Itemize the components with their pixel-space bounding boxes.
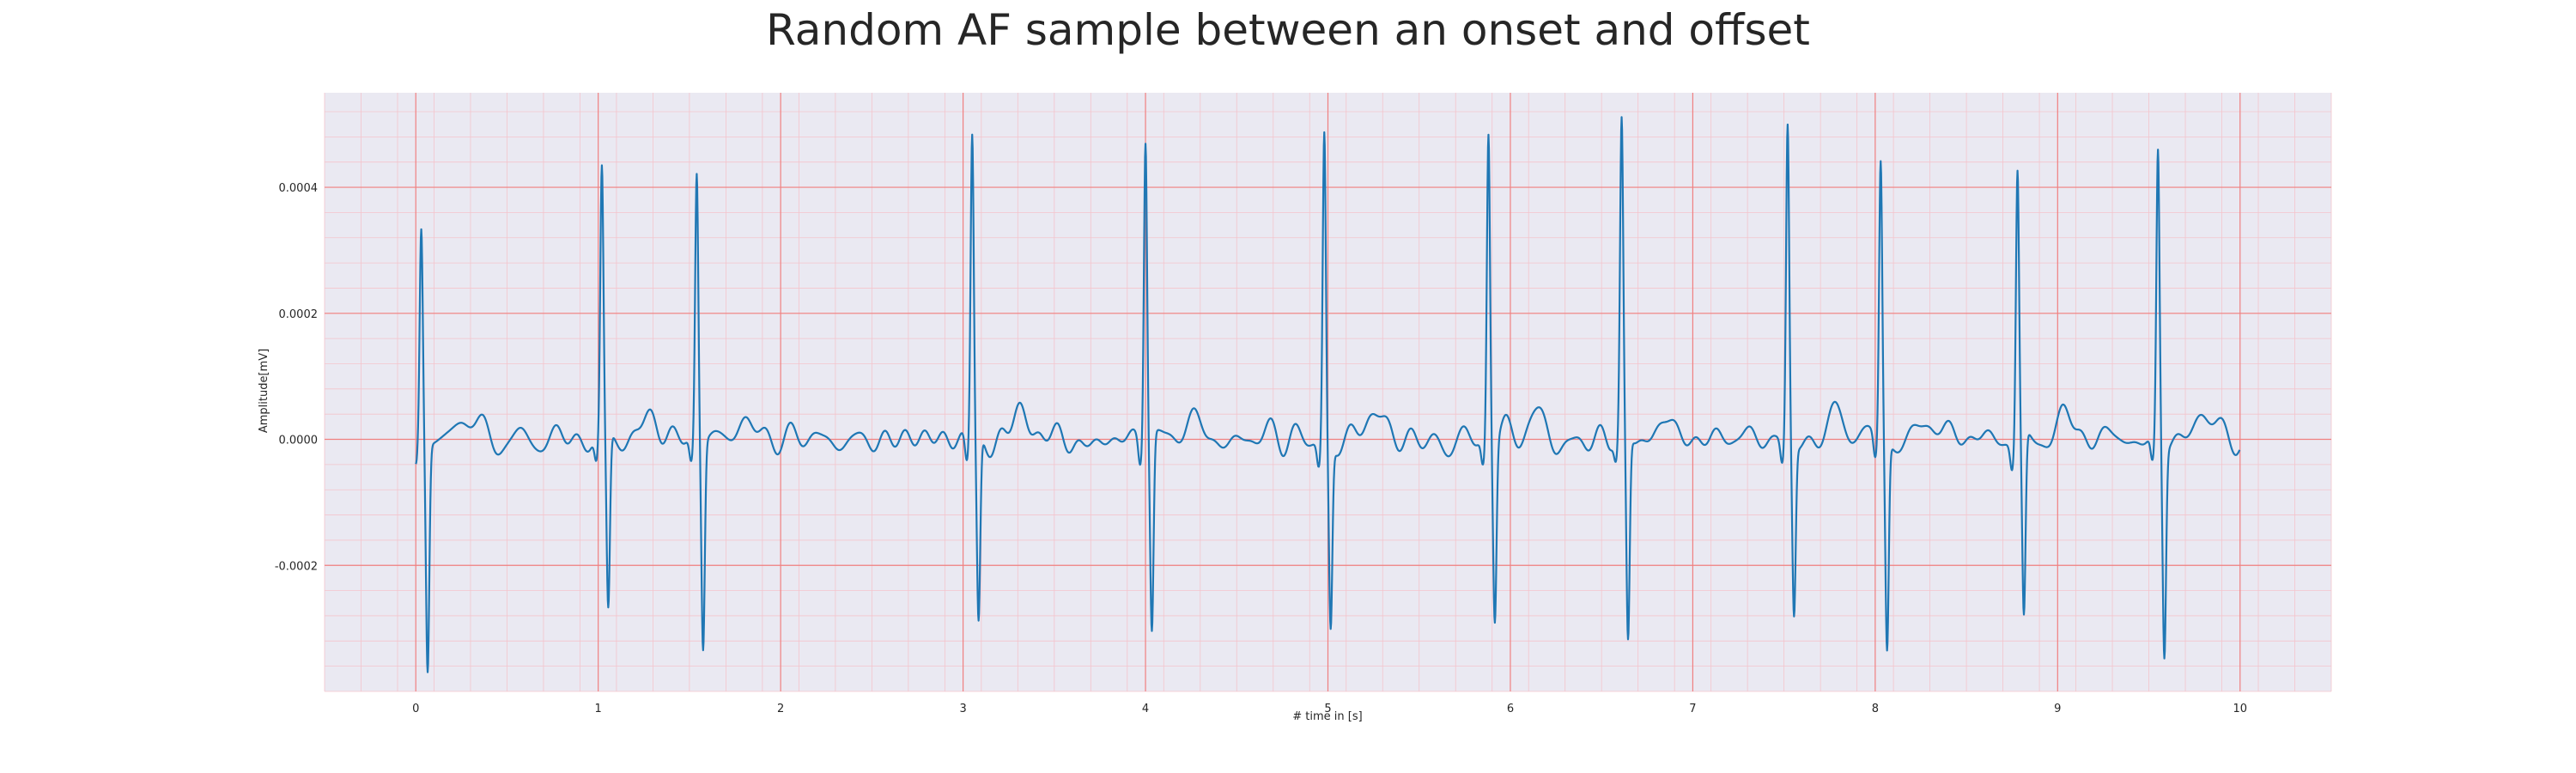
x-tick-label: 6 — [1507, 703, 1514, 715]
y-tick-label: 0.0000 — [279, 435, 319, 447]
x-tick-label: 5 — [1324, 703, 1331, 715]
ecg-signal-line — [415, 116, 2241, 673]
y-tick-label: 0.0004 — [279, 182, 319, 195]
x-tick-labels: 0 1 2 3 4 5 6 7 8 9 10 — [412, 703, 2247, 715]
x-tick-label: 1 — [595, 703, 602, 715]
x-tick-label: 0 — [412, 703, 419, 715]
y-tick-label: 0.0002 — [279, 308, 319, 321]
y-tick-labels: -0.0002 0.0000 0.0002 0.0004 — [275, 182, 318, 573]
chart-title: Random AF sample between an onset and of… — [766, 5, 1810, 55]
x-tick-label: 2 — [777, 703, 784, 715]
y-tick-label: -0.0002 — [275, 560, 318, 573]
x-tick-label: 4 — [1142, 703, 1149, 715]
x-tick-label: 7 — [1689, 703, 1696, 715]
x-tick-label: 10 — [2233, 703, 2247, 715]
x-tick-label: 9 — [2054, 703, 2061, 715]
x-tick-label: 8 — [1872, 703, 1879, 715]
y-axis-label: Amplitude[mV] — [258, 349, 270, 433]
x-tick-label: 3 — [959, 703, 966, 715]
x-axis-label: # time in [s] — [1292, 710, 1362, 723]
